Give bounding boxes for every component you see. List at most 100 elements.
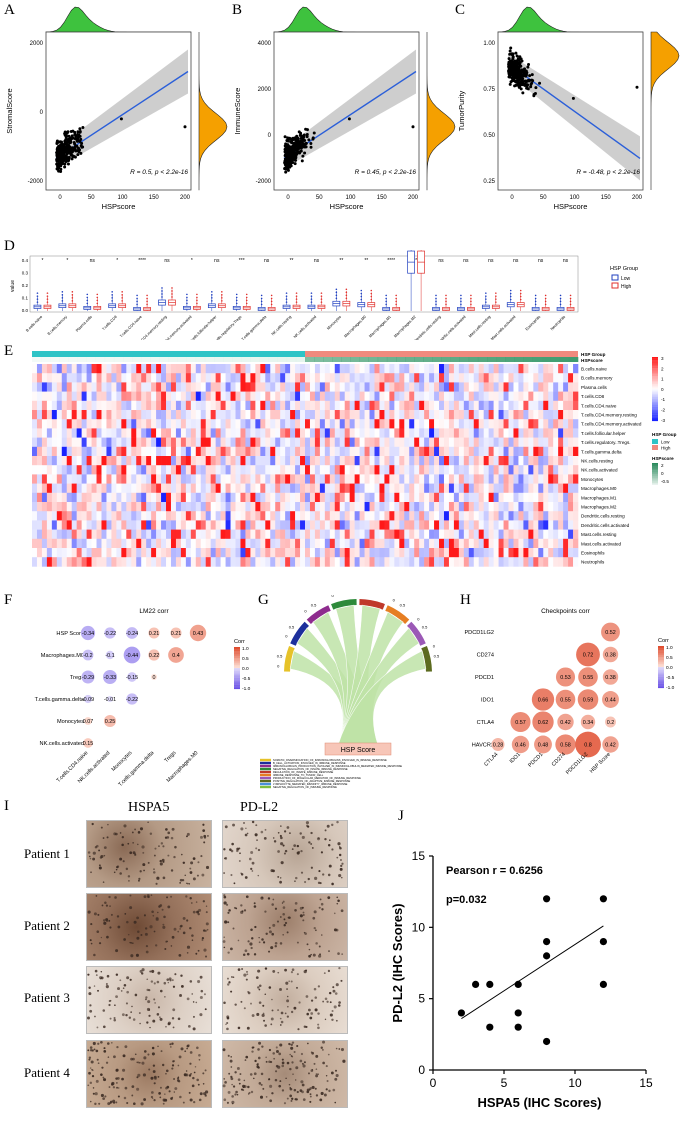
heatmap-cell — [329, 456, 336, 466]
heatmap-cell — [453, 373, 460, 383]
heatmap-cell — [543, 419, 549, 429]
heatmap-cell — [51, 538, 58, 549]
heatmap-cell — [399, 428, 405, 438]
outlier — [435, 297, 437, 300]
heatmap-cell — [36, 548, 43, 558]
heatmap-cell — [46, 483, 53, 494]
outlier — [111, 300, 113, 302]
heatmap-cell — [334, 557, 341, 567]
heatmap-cell — [404, 483, 410, 494]
corr-value: 0.2 — [607, 720, 615, 726]
heatmap-cell — [146, 465, 152, 475]
heatmap-cell — [210, 492, 216, 503]
heatmap-cell — [448, 465, 455, 475]
heatmap-cell — [86, 483, 92, 494]
heatmap-cell — [136, 446, 142, 457]
heatmap-cell — [240, 382, 246, 392]
heatmap-cell — [295, 483, 301, 494]
outlier — [470, 300, 472, 303]
heatmap-cell — [324, 382, 331, 392]
heatmap-cell — [523, 483, 529, 494]
heatmap-cell — [76, 456, 82, 466]
score-bar-cell — [532, 357, 542, 362]
heatmap-cell — [508, 529, 514, 540]
heatmap-cell — [240, 548, 246, 558]
heatmap-cell — [126, 437, 132, 448]
heatmap-cell — [270, 410, 276, 420]
heatmap-cell — [369, 483, 375, 494]
heatmap-cell — [290, 529, 296, 540]
chord-tick: 0.5 — [289, 625, 295, 630]
heatmap-cell — [240, 492, 246, 503]
heatmap-cell — [190, 410, 197, 420]
heatmap-cell — [36, 382, 43, 392]
heatmap-cell — [225, 557, 231, 567]
heatmap-cell — [91, 511, 97, 521]
data-point — [69, 150, 73, 154]
heatmap-cell — [488, 492, 494, 503]
heatmap-cell — [185, 520, 192, 530]
heatmap-cell — [354, 410, 360, 420]
heatmap-cell — [255, 419, 261, 429]
heatmap-cell — [439, 410, 445, 420]
heatmap-cell — [86, 548, 92, 558]
heatmap-cell — [404, 465, 410, 475]
heatmap-cell — [225, 502, 231, 512]
heatmap-cell — [319, 529, 326, 540]
heatmap-cell — [329, 511, 336, 521]
heatmap-cell — [573, 492, 579, 503]
row-label: Tregs — [70, 675, 84, 681]
heatmap-cell — [56, 538, 63, 549]
heatmap-cell — [523, 373, 529, 383]
data-point — [525, 71, 529, 75]
heatmap-cell — [394, 391, 400, 402]
corr-bubble — [84, 717, 92, 725]
heatmap-cell — [354, 483, 360, 494]
data-point — [518, 60, 522, 64]
heatmap-cell — [523, 391, 529, 402]
heatmap-cell — [66, 492, 73, 503]
heatmap-cell — [384, 465, 390, 475]
heatmap-cell — [419, 373, 425, 383]
heatmap-cell — [215, 529, 221, 540]
heatmap-cell — [185, 511, 192, 521]
heatmap-cell — [478, 373, 484, 383]
heatmap-cell — [305, 538, 311, 549]
heatmap-cell — [394, 419, 400, 429]
heatmap-cell — [175, 538, 182, 549]
heatmap-cell — [180, 483, 187, 494]
heatmap-cell — [255, 557, 261, 567]
heatmap-cell — [106, 446, 112, 457]
significance-label: * — [66, 258, 68, 264]
heatmap-cell — [260, 446, 266, 457]
heatmap-cell — [71, 511, 77, 521]
heatmap-cell — [300, 557, 306, 567]
heatmap-cell — [483, 419, 489, 429]
legend-swatch — [260, 785, 271, 789]
heatmap-cell — [106, 520, 112, 530]
heatmap-cell — [250, 474, 256, 484]
corr-bubble — [127, 672, 137, 682]
heatmap-cell — [146, 492, 152, 503]
heatmap-cell — [205, 410, 211, 420]
data-point — [69, 129, 73, 133]
data-point — [515, 54, 519, 58]
heatmap-cell — [305, 492, 311, 503]
heatmap-cell — [548, 483, 554, 494]
data-point — [507, 57, 511, 61]
heatmap-cell — [305, 474, 311, 484]
heatmap-cell — [543, 410, 549, 420]
score-bar-cell — [487, 357, 497, 362]
heatmap-cell — [384, 511, 390, 521]
heatmap-cell — [235, 465, 241, 475]
heatmap-cell — [523, 437, 529, 448]
heatmap-cell — [76, 391, 82, 402]
heatmap-cell — [151, 529, 157, 540]
heatmap-cell — [136, 492, 142, 503]
heatmap-cell — [349, 446, 355, 457]
patient-1-label: Patient 1 — [24, 846, 70, 861]
heatmap-cell — [508, 437, 514, 448]
heatmap-cell — [483, 364, 489, 374]
heatmap-cell — [518, 382, 524, 392]
heatmap-cell — [41, 456, 48, 466]
